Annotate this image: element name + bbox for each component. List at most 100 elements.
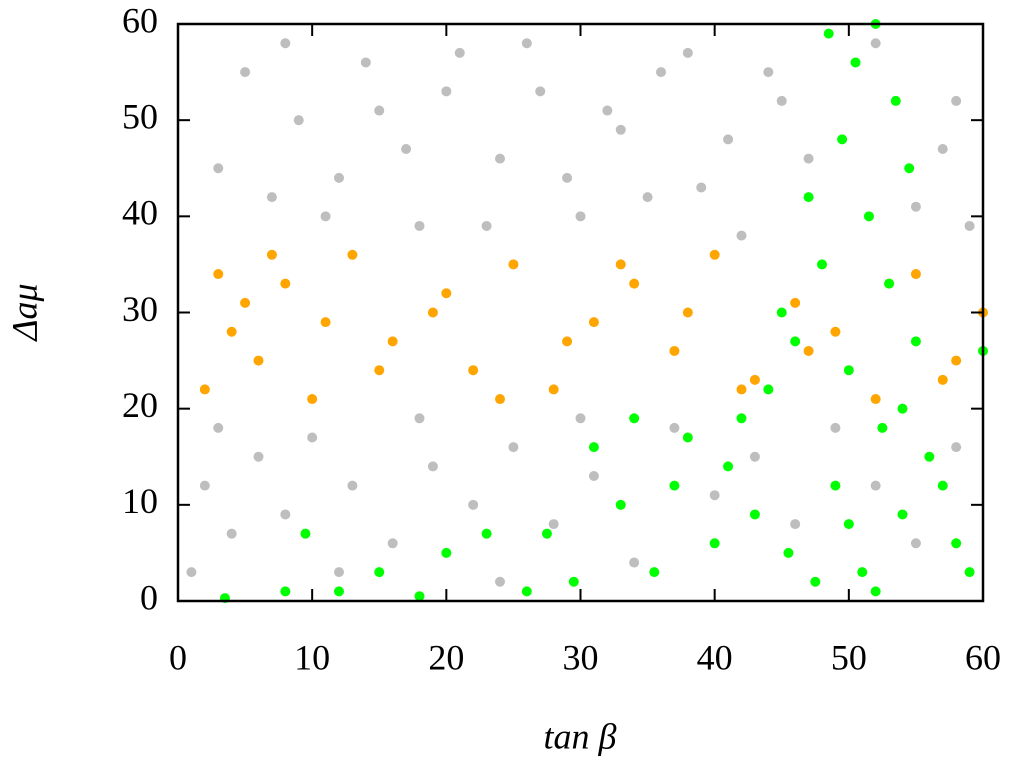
point (803, 345, 814, 356)
point (293, 115, 304, 126)
point (669, 345, 680, 356)
point (723, 461, 734, 472)
point (199, 480, 210, 491)
point (910, 336, 921, 347)
point (843, 365, 854, 376)
point (629, 278, 640, 289)
point (562, 336, 573, 347)
point (863, 211, 874, 222)
point (629, 413, 640, 424)
point (186, 567, 197, 578)
point (615, 259, 626, 270)
point (803, 153, 814, 164)
point (964, 567, 975, 578)
point (213, 163, 224, 174)
point (481, 528, 492, 539)
point (749, 374, 760, 385)
point (575, 413, 586, 424)
point (307, 432, 318, 443)
point (897, 403, 908, 414)
point (857, 567, 868, 578)
point (213, 422, 224, 433)
point (669, 480, 680, 491)
point (629, 557, 640, 568)
point (226, 528, 237, 539)
point (374, 365, 385, 376)
point (870, 586, 881, 597)
point (924, 451, 935, 462)
point (575, 211, 586, 222)
point (360, 57, 371, 68)
point (334, 172, 344, 183)
point (736, 413, 747, 424)
point (964, 220, 975, 231)
point (414, 413, 425, 424)
point (749, 509, 760, 520)
point (615, 499, 626, 510)
point (401, 144, 412, 155)
point (877, 422, 888, 433)
point (763, 67, 774, 78)
point (280, 38, 291, 49)
point (481, 220, 492, 231)
point (213, 269, 224, 280)
point (495, 394, 505, 405)
point (749, 451, 760, 462)
point (843, 519, 854, 530)
point (870, 480, 881, 491)
y-tick-label: 10 (122, 481, 158, 521)
y-tick-label: 30 (122, 289, 158, 329)
point (548, 384, 559, 395)
y-tick-label: 60 (122, 0, 158, 40)
point (884, 278, 895, 289)
point (495, 153, 505, 164)
point (817, 259, 827, 270)
point (568, 576, 579, 587)
point (588, 442, 599, 453)
point (427, 307, 438, 318)
point (951, 538, 962, 549)
point (240, 67, 251, 78)
y-axis-label: Δaμ (4, 283, 44, 342)
x-tick-label: 30 (563, 637, 599, 677)
point (951, 95, 962, 106)
point (776, 95, 787, 106)
point (334, 567, 344, 578)
point (910, 538, 921, 549)
point (387, 538, 398, 549)
point (253, 355, 264, 366)
point (280, 509, 291, 520)
point (508, 442, 519, 453)
point (642, 192, 653, 203)
point (541, 528, 552, 539)
point (803, 192, 814, 203)
point (347, 249, 358, 260)
point (951, 355, 962, 366)
point (736, 230, 747, 241)
x-axis-label: tan β (544, 716, 617, 756)
point (588, 470, 599, 481)
point (548, 519, 559, 530)
point (414, 591, 425, 602)
point (495, 576, 505, 587)
point (709, 538, 720, 549)
y-tick-label: 0 (140, 577, 158, 617)
point (521, 38, 532, 49)
point (937, 374, 948, 385)
point (709, 490, 720, 501)
point (441, 288, 452, 299)
point (468, 365, 479, 376)
point (790, 519, 801, 530)
point (951, 442, 962, 453)
point (910, 269, 921, 280)
point (441, 86, 452, 97)
point (280, 586, 291, 597)
point (937, 144, 948, 155)
point (850, 57, 861, 68)
point (790, 336, 801, 347)
point (199, 384, 210, 395)
point (266, 192, 277, 203)
point (709, 249, 720, 260)
point (830, 422, 841, 433)
